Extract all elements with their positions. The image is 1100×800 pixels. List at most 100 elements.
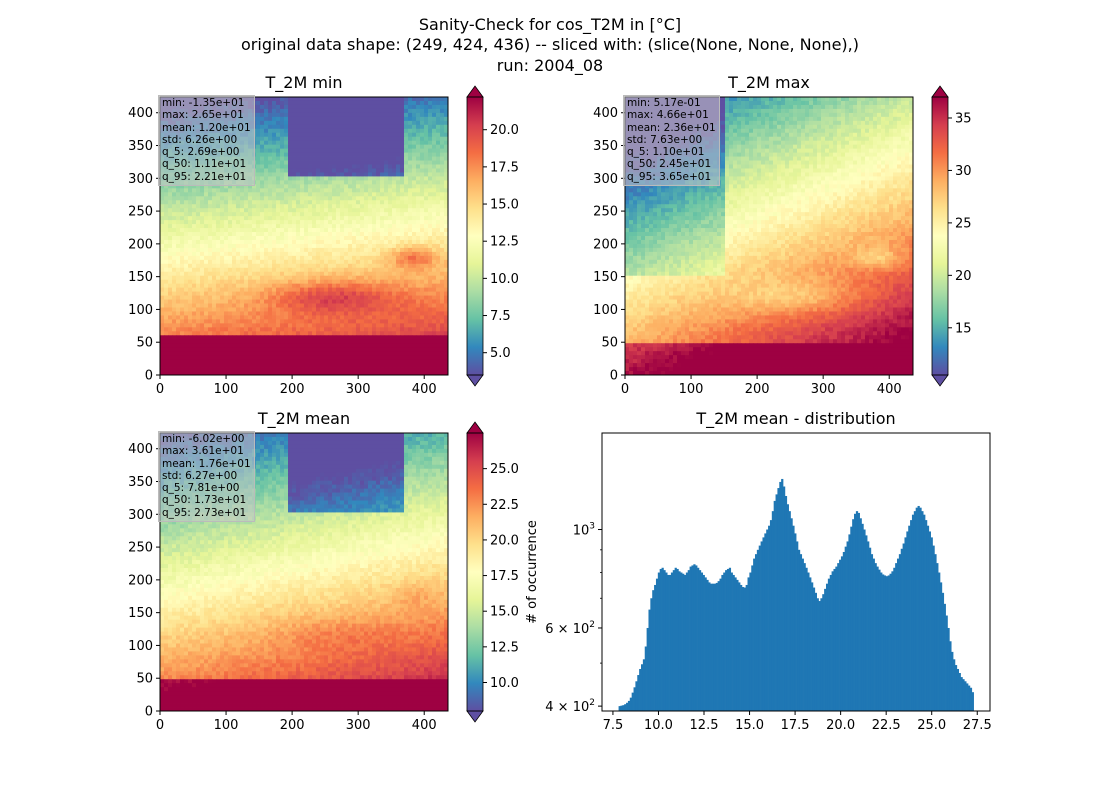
heatmap-cell: [236, 247, 241, 253]
heatmap-cell: [320, 112, 325, 118]
heatmap-cell: [360, 303, 365, 308]
heatmap-cell: [388, 327, 393, 332]
heatmap-cell: [376, 343, 381, 348]
heatmap-cell: [176, 239, 181, 245]
heatmap-cell: [228, 232, 233, 237]
heatmap-cell: [388, 363, 393, 368]
heatmap-cell: [192, 212, 197, 217]
heatmap-cell: [272, 291, 277, 296]
heatmap-cell: [436, 160, 441, 165]
heatmap-cell: [252, 255, 257, 261]
heatmap-cell: [360, 359, 365, 364]
heatmap-cell: [388, 216, 393, 221]
heatmap-cell: [260, 239, 265, 245]
heatmap-cell: [392, 363, 397, 368]
heatmap-cell: [332, 315, 337, 320]
heatmap-cell: [344, 295, 349, 300]
heatmap-cell: [420, 148, 425, 153]
heatmap-cell: [280, 100, 285, 106]
heatmap-cell: [316, 232, 321, 237]
heatmap-cell: [276, 120, 281, 126]
heatmap-cell: [376, 220, 381, 225]
heatmap-cell: [420, 275, 425, 281]
heatmap-cell: [440, 232, 445, 237]
heatmap-cell: [388, 347, 393, 352]
heatmap-cell: [280, 323, 285, 328]
heatmap-cell: [244, 359, 249, 364]
heatmap-cell: [160, 243, 165, 249]
heatmap-cell: [444, 124, 449, 130]
heatmap-cell: [264, 251, 269, 257]
heatmap-cell: [300, 160, 305, 165]
heatmap-cell: [204, 184, 209, 189]
heatmap-cell: [212, 367, 217, 372]
heatmap-cell: [300, 259, 305, 265]
heatmap-cell: [280, 108, 285, 114]
heatmap-cell: [356, 271, 361, 277]
heatmap-cell: [388, 243, 393, 249]
heatmap-cell: [420, 108, 425, 114]
heatmap-cell: [424, 267, 429, 273]
heatmap-cell: [276, 208, 281, 213]
heatmap-cell: [352, 279, 357, 285]
heatmap-cell: [320, 232, 325, 237]
heatmap-cell: [284, 97, 289, 102]
heatmap-cell: [352, 204, 357, 209]
heatmap-cell: [236, 335, 241, 340]
heatmap-cell: [308, 243, 313, 249]
heatmap-cell: [264, 176, 269, 181]
heatmap-cell: [420, 327, 425, 332]
heatmap-cell: [396, 271, 401, 277]
heatmap-cell: [256, 128, 261, 134]
heatmap-cell: [252, 319, 257, 324]
heatmap-cell: [264, 311, 269, 316]
heatmap-cell: [376, 355, 381, 360]
heatmap-cell: [420, 188, 425, 193]
heatmap-cell: [228, 359, 233, 364]
heatmap-cell: [216, 228, 221, 233]
heatmap-cell: [296, 152, 301, 157]
heatmap-cell: [220, 359, 225, 364]
heatmap-cell: [428, 224, 433, 229]
heatmap-cell: [444, 239, 449, 245]
heatmap-cell: [164, 283, 169, 289]
heatmap-cell: [404, 152, 409, 157]
heatmap-cell: [268, 204, 273, 209]
heatmap-cell: [244, 220, 249, 225]
heatmap-cell: [324, 359, 329, 364]
heatmap-cell: [284, 124, 289, 130]
heatmap-cell: [392, 164, 397, 169]
heatmap-cell: [432, 188, 437, 193]
heatmap-cell: [360, 267, 365, 273]
heatmap-cell: [200, 263, 205, 269]
heatmap-cell: [168, 355, 173, 360]
heatmap-cell: [176, 351, 181, 356]
heatmap-cell: [380, 311, 385, 316]
heatmap-cell: [356, 136, 361, 142]
heatmap-cell: [328, 156, 333, 161]
heatmap-cell: [272, 243, 277, 249]
heatmap-cell: [320, 120, 325, 126]
heatmap-cell: [324, 236, 329, 241]
heatmap-cell: [416, 192, 421, 197]
heatmap-cell: [292, 108, 297, 114]
heatmap-cell: [340, 275, 345, 281]
heatmap-cell: [160, 367, 165, 372]
heatmap-cell: [256, 371, 261, 376]
heatmap-cell: [308, 168, 313, 173]
heatmap-cell: [340, 228, 345, 233]
heatmap-cell: [212, 347, 217, 352]
heatmap-cell: [224, 315, 229, 320]
heatmap-cell: [416, 243, 421, 249]
heatmap-cell: [356, 188, 361, 193]
heatmap-cell: [420, 295, 425, 300]
heatmap-cell: [316, 351, 321, 356]
heatmap-cell: [256, 152, 261, 157]
heatmap-cell: [376, 236, 381, 241]
heatmap-cell: [196, 323, 201, 328]
heatmap-cell: [280, 180, 285, 185]
heatmap-cell: [324, 152, 329, 157]
heatmap-cell: [284, 156, 289, 161]
heatmap-cell: [440, 327, 445, 332]
heatmap-cell: [340, 343, 345, 348]
